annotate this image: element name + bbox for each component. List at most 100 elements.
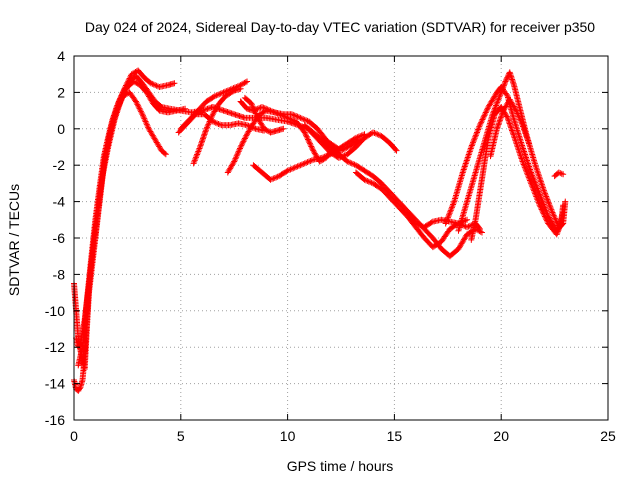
- data-point: [277, 111, 284, 118]
- data-point: [518, 120, 525, 127]
- series-arc19: [487, 96, 532, 160]
- data-point: [308, 144, 315, 151]
- data-point: [475, 125, 482, 132]
- data-point: [533, 194, 540, 201]
- data-point: [262, 126, 269, 133]
- data-point: [464, 224, 471, 231]
- data-point: [301, 129, 308, 136]
- data-point: [133, 79, 140, 86]
- data-point: [525, 174, 532, 181]
- x-tick-label: 15: [387, 428, 403, 444]
- data-point: [235, 148, 242, 155]
- data-point: [444, 216, 451, 223]
- data-point: [374, 131, 381, 138]
- data-point: [539, 183, 546, 190]
- data-point: [443, 217, 450, 224]
- data-point: [498, 88, 505, 95]
- data-point: [539, 184, 546, 191]
- data-point: [543, 193, 550, 200]
- data-point: [538, 206, 545, 213]
- data-point: [513, 107, 520, 114]
- data-point: [149, 80, 156, 87]
- data-point: [540, 186, 547, 193]
- data-point: [138, 109, 145, 116]
- data-point: [562, 198, 569, 205]
- data-point: [539, 207, 546, 214]
- data-point: [532, 181, 539, 188]
- data-point: [547, 203, 554, 210]
- data-point: [499, 85, 506, 92]
- data-point: [517, 152, 524, 159]
- data-point: [515, 113, 522, 120]
- data-point: [204, 124, 211, 131]
- data-point: [214, 91, 221, 98]
- data-point: [229, 88, 236, 95]
- data-point: [347, 159, 354, 166]
- data-point: [513, 109, 520, 116]
- data-point: [446, 210, 453, 217]
- data-point: [542, 190, 549, 197]
- data-point: [309, 146, 316, 153]
- data-point: [264, 106, 271, 113]
- data-point: [536, 200, 543, 207]
- y-tick-label: 0: [57, 121, 65, 137]
- data-point: [135, 102, 142, 109]
- data-point: [531, 189, 538, 196]
- data-point: [261, 105, 268, 112]
- data-point: [529, 183, 536, 190]
- data-point: [304, 136, 311, 143]
- data-point: [304, 135, 311, 142]
- data-point: [298, 115, 305, 122]
- data-point: [555, 169, 562, 176]
- data-point: [392, 146, 399, 153]
- data-point: [495, 96, 502, 103]
- data-point: [318, 154, 325, 161]
- data-point: [306, 139, 313, 146]
- data-point: [462, 161, 469, 168]
- data-point: [211, 93, 218, 100]
- data-point: [266, 106, 273, 113]
- data-point: [531, 178, 538, 185]
- data-point: [484, 105, 491, 112]
- y-tick-label: -12: [45, 339, 65, 355]
- data-point: [467, 146, 474, 153]
- data-point: [557, 221, 564, 228]
- data-point: [464, 154, 471, 161]
- data-point: [284, 114, 291, 121]
- data-points: [71, 67, 569, 394]
- data-point: [233, 152, 240, 159]
- data-point: [536, 189, 543, 196]
- data-point: [263, 105, 270, 112]
- data-point: [478, 117, 485, 124]
- data-point: [281, 113, 288, 120]
- data-point: [545, 199, 552, 206]
- data-point: [307, 142, 314, 149]
- data-point: [368, 179, 375, 186]
- data-point: [241, 79, 248, 86]
- y-tick-label: -14: [45, 376, 65, 392]
- data-point: [192, 154, 199, 161]
- data-point: [196, 145, 203, 152]
- data-point: [477, 228, 484, 235]
- data-point: [537, 192, 544, 199]
- data-point: [544, 196, 551, 203]
- data-point: [274, 110, 281, 117]
- data-point: [273, 110, 280, 117]
- data-point: [131, 69, 138, 76]
- data-point: [294, 113, 301, 120]
- data-point: [171, 80, 178, 87]
- data-point: [537, 177, 544, 184]
- data-point: [515, 145, 522, 152]
- data-point: [117, 95, 124, 102]
- x-tick-label: 20: [493, 428, 509, 444]
- data-point: [532, 192, 539, 199]
- data-point: [536, 202, 543, 209]
- data-point: [442, 220, 449, 227]
- data-point: [536, 174, 543, 181]
- data-point: [498, 89, 505, 96]
- data-point: [521, 149, 528, 156]
- data-point: [522, 152, 529, 159]
- data-point: [323, 153, 330, 160]
- data-point: [446, 211, 453, 218]
- data-point: [543, 194, 550, 201]
